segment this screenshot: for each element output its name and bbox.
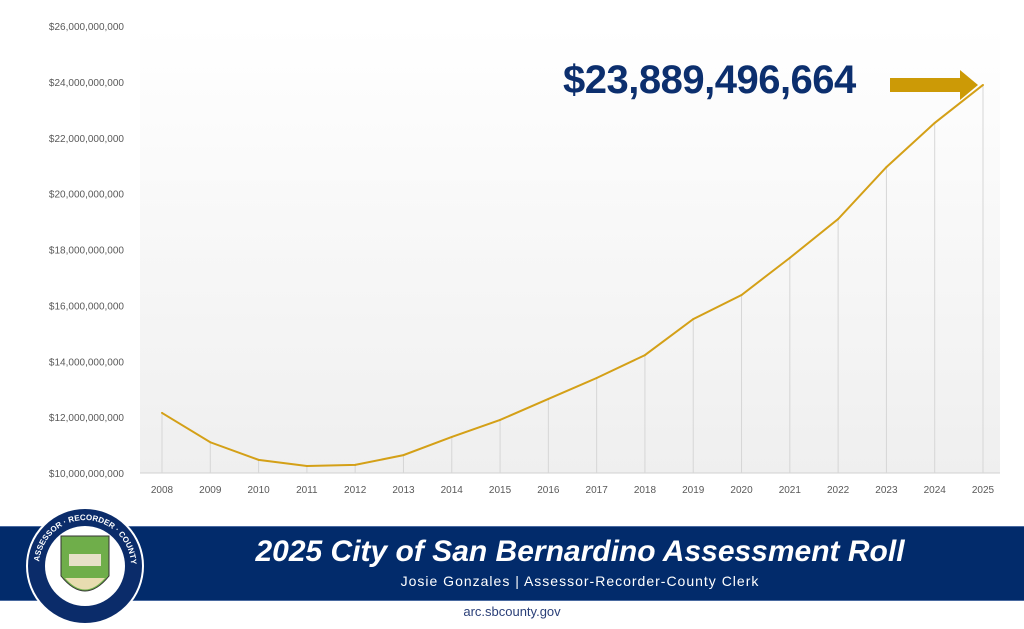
- y-tick-label: $14,000,000,000: [49, 357, 125, 368]
- data-point: [692, 318, 695, 321]
- data-point: [354, 463, 357, 466]
- x-tick-label: 2008: [151, 485, 174, 496]
- x-tick-label: 2022: [827, 485, 850, 496]
- x-tick-label: 2010: [247, 485, 270, 496]
- x-tick-label: 2017: [586, 485, 609, 496]
- x-tick-label: 2025: [972, 485, 995, 496]
- x-tick-label: 2014: [441, 485, 464, 496]
- y-tick-label: $26,000,000,000: [49, 22, 125, 33]
- data-point: [933, 121, 936, 124]
- data-point: [788, 256, 791, 259]
- data-point: [595, 377, 598, 380]
- y-tick-label: $24,000,000,000: [49, 78, 125, 89]
- data-point: [547, 397, 550, 400]
- data-point: [402, 454, 405, 457]
- data-point: [450, 435, 453, 438]
- website-link[interactable]: arc.sbcounty.gov: [463, 604, 561, 619]
- county-seal-logo: ASSESSOR · RECORDER · COUNTY CLERK: [25, 506, 144, 625]
- x-tick-label: 2011: [296, 485, 318, 496]
- y-tick-label: $10,000,000,000: [49, 469, 125, 480]
- arrow-icon: [890, 70, 978, 100]
- data-point: [257, 458, 260, 461]
- x-tick-label: 2009: [199, 485, 222, 496]
- plot-area: [140, 26, 1000, 473]
- x-tick-label: 2020: [730, 485, 753, 496]
- y-tick-label: $12,000,000,000: [49, 413, 125, 424]
- x-tick-label: 2013: [392, 485, 415, 496]
- data-point: [161, 411, 163, 414]
- x-tick-label: 2012: [344, 485, 367, 496]
- banner-subtitle: Josie Gonzales | Assessor-Recorder-Count…: [400, 573, 760, 589]
- y-tick-label: $18,000,000,000: [49, 246, 125, 257]
- y-tick-label: $16,000,000,000: [49, 301, 125, 312]
- data-point: [305, 465, 308, 468]
- x-tick-label: 2016: [537, 485, 560, 496]
- x-tick-label: 2018: [634, 485, 657, 496]
- data-point: [499, 418, 502, 421]
- data-point: [982, 83, 984, 86]
- line-chart: $10,000,000,000 $12,000,000,000 $14,000,00…: [49, 22, 1000, 496]
- data-point: [740, 294, 743, 297]
- latest-value-callout: $23,889,496,664: [563, 58, 856, 102]
- data-point: [885, 166, 888, 169]
- y-tick-label: $20,000,000,000: [49, 190, 125, 201]
- x-tick-label: 2023: [875, 485, 898, 496]
- series-line: [161, 84, 984, 468]
- x-tick-label: 2019: [682, 485, 705, 496]
- x-tick-label: 2021: [779, 485, 802, 496]
- y-tick-label: $22,000,000,000: [49, 134, 125, 145]
- data-point: [209, 441, 212, 444]
- banner-title: 2025 City of San Bernardino Assessment R…: [255, 535, 905, 568]
- data-point: [643, 354, 646, 357]
- x-tick-label: 2015: [489, 485, 512, 496]
- x-tick-label: 2024: [924, 485, 947, 496]
- title-banner: [0, 526, 1024, 601]
- data-point: [837, 218, 840, 221]
